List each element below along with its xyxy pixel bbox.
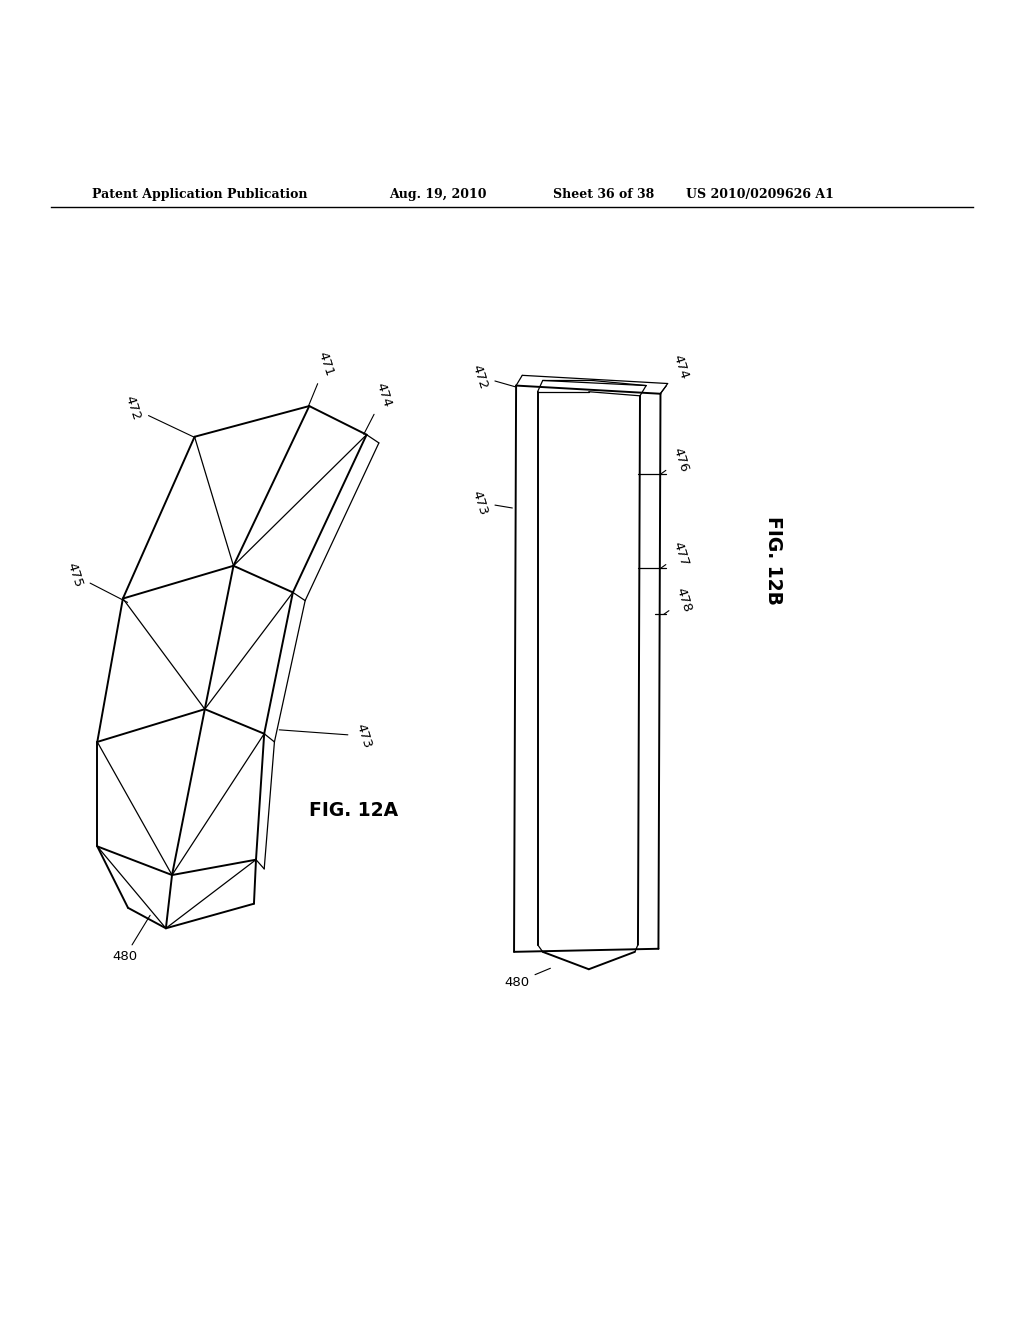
Text: 473: 473 (469, 488, 512, 516)
Text: FIG. 12A: FIG. 12A (308, 801, 398, 820)
Text: 472: 472 (469, 363, 515, 391)
Text: 478: 478 (664, 586, 694, 614)
Text: FIG. 12B: FIG. 12B (764, 516, 782, 605)
Text: Sheet 36 of 38: Sheet 36 of 38 (553, 187, 654, 201)
Text: 473: 473 (280, 722, 374, 750)
Text: 475: 475 (65, 561, 128, 602)
Text: Patent Application Publication: Patent Application Publication (92, 187, 307, 201)
Text: 472: 472 (123, 395, 196, 438)
Text: 474: 474 (364, 381, 394, 434)
Text: 476: 476 (660, 446, 691, 474)
Text: 474: 474 (660, 354, 691, 393)
Text: 477: 477 (660, 540, 691, 569)
Text: 480: 480 (113, 915, 151, 964)
Text: US 2010/0209626 A1: US 2010/0209626 A1 (686, 187, 834, 201)
Text: 471: 471 (308, 350, 336, 407)
Text: 480: 480 (505, 969, 550, 989)
Text: Aug. 19, 2010: Aug. 19, 2010 (389, 187, 486, 201)
